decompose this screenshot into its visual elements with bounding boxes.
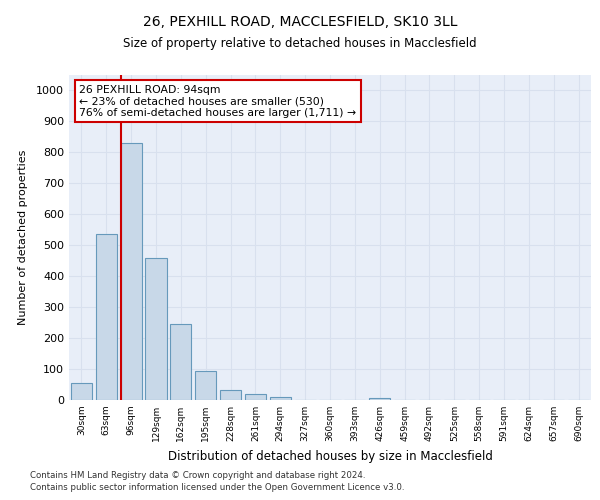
- Bar: [195, 370, 216, 400]
- Bar: [145, 258, 167, 400]
- Bar: [170, 324, 191, 400]
- Text: Contains HM Land Registry data © Crown copyright and database right 2024.: Contains HM Land Registry data © Crown c…: [30, 471, 365, 480]
- Bar: [220, 390, 241, 400]
- Y-axis label: Number of detached properties: Number of detached properties: [18, 150, 28, 325]
- Text: Contains public sector information licensed under the Open Government Licence v3: Contains public sector information licen…: [30, 484, 404, 492]
- Text: Size of property relative to detached houses in Macclesfield: Size of property relative to detached ho…: [123, 38, 477, 51]
- Bar: [245, 394, 266, 400]
- Text: 26, PEXHILL ROAD, MACCLESFIELD, SK10 3LL: 26, PEXHILL ROAD, MACCLESFIELD, SK10 3LL: [143, 15, 457, 29]
- Bar: [71, 383, 92, 400]
- Bar: [369, 398, 390, 400]
- Text: 26 PEXHILL ROAD: 94sqm
← 23% of detached houses are smaller (530)
76% of semi-de: 26 PEXHILL ROAD: 94sqm ← 23% of detached…: [79, 84, 356, 118]
- Bar: [121, 143, 142, 400]
- X-axis label: Distribution of detached houses by size in Macclesfield: Distribution of detached houses by size …: [167, 450, 493, 462]
- Bar: [96, 234, 117, 400]
- Bar: [270, 397, 291, 400]
